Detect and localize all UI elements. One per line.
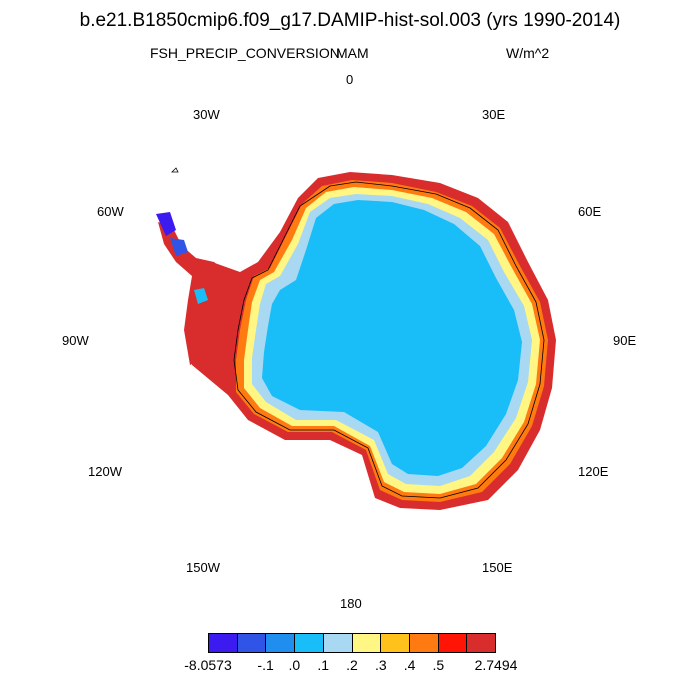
colorbar-swatch bbox=[438, 634, 468, 652]
peninsula-cyan bbox=[194, 288, 208, 304]
colorbar-tick-label: .0 bbox=[288, 657, 301, 673]
colorbar-tick-label: .2 bbox=[346, 657, 358, 673]
coastline bbox=[171, 167, 545, 499]
units-label: W/m^2 bbox=[506, 45, 550, 61]
colorbar-swatch bbox=[237, 634, 267, 652]
colorbar bbox=[208, 633, 496, 653]
lon-label-150e: 150E bbox=[482, 560, 513, 575]
colorbar-swatch bbox=[323, 634, 353, 652]
ice-sheet-cyan bbox=[262, 200, 522, 476]
lon-label-0: 0 bbox=[346, 72, 354, 87]
lon-label-60w: 60W bbox=[97, 204, 124, 219]
colorbar-tick-label: .5 bbox=[432, 657, 445, 673]
colorbar-swatch bbox=[209, 634, 238, 652]
lon-label-30w: 30W bbox=[193, 107, 220, 122]
variable-name: FSH_PRECIP_CONVERSION bbox=[150, 45, 340, 61]
lon-label-60e: 60E bbox=[578, 204, 602, 219]
colorbar-swatch bbox=[381, 634, 410, 652]
lon-label-120e: 120E bbox=[578, 464, 609, 479]
lon-label-180: 180 bbox=[340, 596, 362, 611]
lon-label-30e: 30E bbox=[482, 107, 506, 122]
season-label: MAM bbox=[336, 45, 369, 61]
colorbar-swatch bbox=[352, 634, 382, 652]
peninsula-blue-2 bbox=[170, 238, 188, 256]
colorbar-tick-label: -.1 bbox=[257, 657, 274, 673]
colorbar-tick-label: .1 bbox=[317, 657, 330, 673]
colorbar-tick-label: .3 bbox=[374, 657, 387, 673]
colorbar-swatch bbox=[295, 634, 324, 652]
peninsula-red bbox=[158, 222, 226, 365]
lon-label-90w: 90W bbox=[62, 333, 89, 348]
colorbar-tick-label: .4 bbox=[403, 657, 416, 673]
plot-title: b.e21.B1850cmip6.f09_g17.DAMIP-hist-sol.… bbox=[79, 10, 621, 31]
peninsula-blue-1 bbox=[156, 212, 176, 236]
lon-label-120w: 120W bbox=[88, 464, 122, 479]
lon-label-150w: 150W bbox=[186, 560, 220, 575]
colorbar-tick-label: -8.0573 bbox=[184, 657, 232, 673]
colorbar-tick-label: 2.7494 bbox=[474, 657, 518, 673]
colorbar-swatch bbox=[266, 634, 296, 652]
colorbar-swatch bbox=[467, 634, 496, 652]
lon-label-90e: 90E bbox=[613, 333, 637, 348]
colorbar-swatch bbox=[409, 634, 439, 652]
